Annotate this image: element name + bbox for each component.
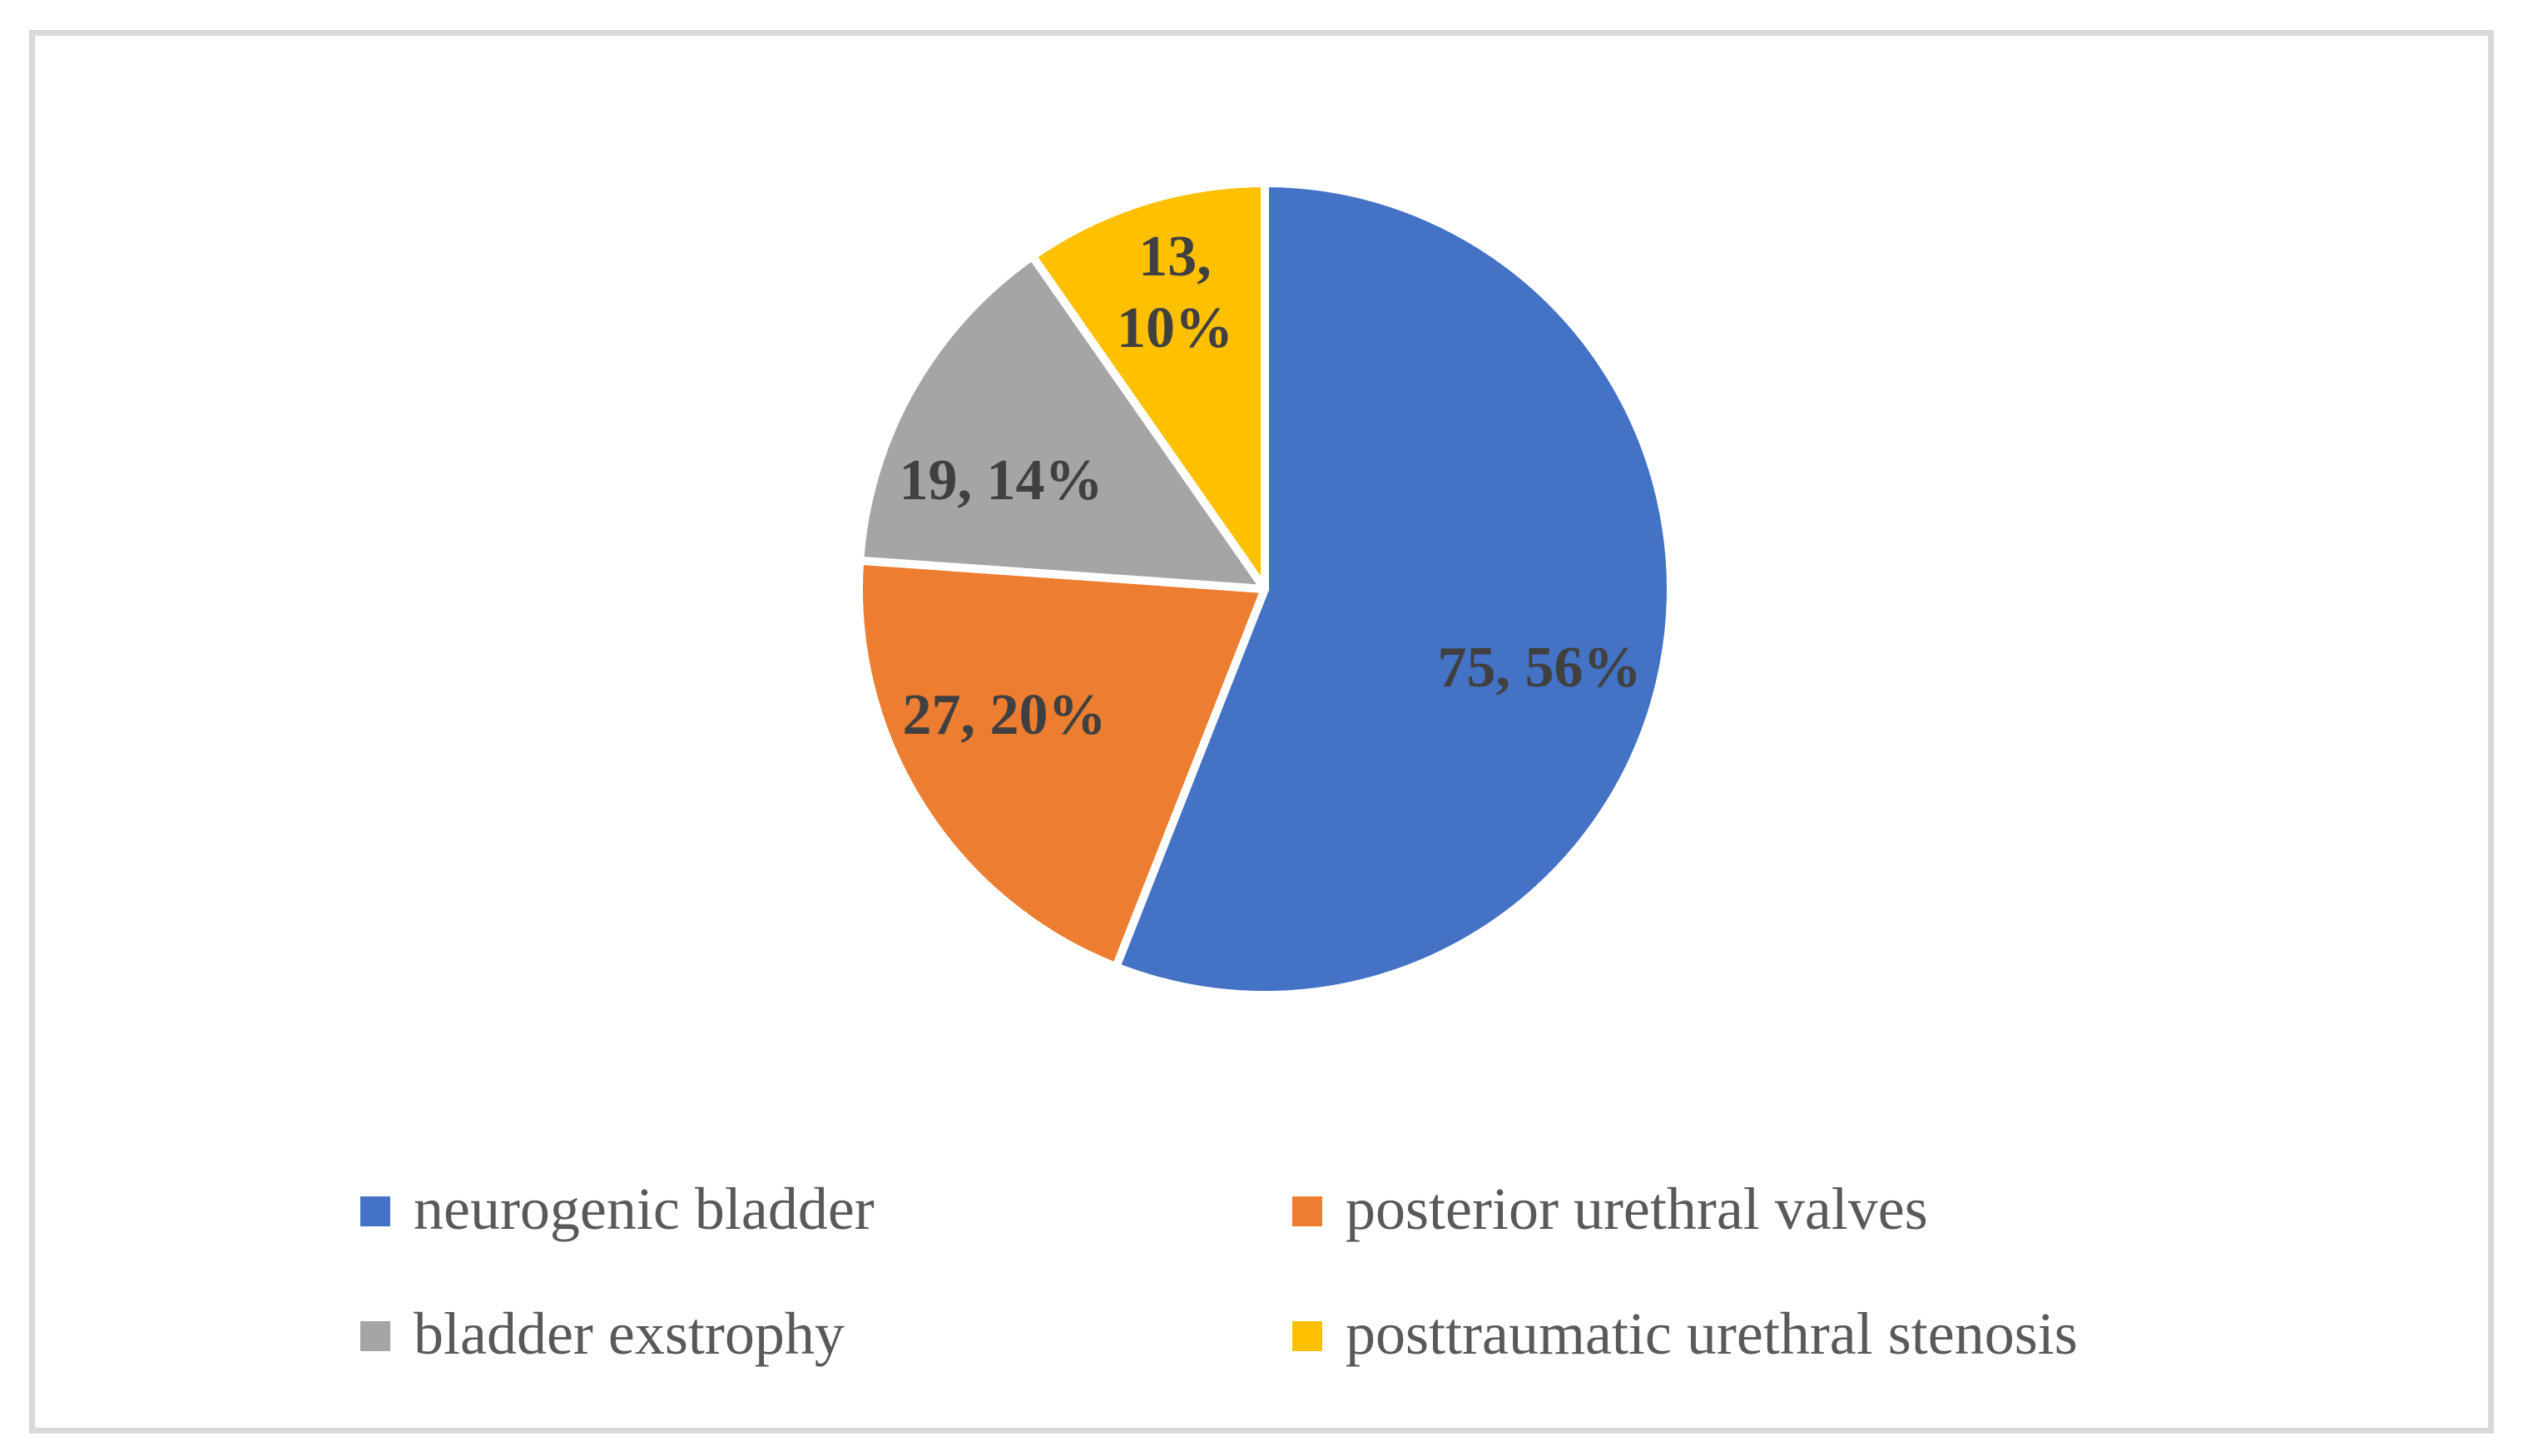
legend-swatch-icon [1292,1321,1322,1351]
pie-slice-label: 27, 20% [903,683,1107,747]
legend-swatch-icon [360,1321,390,1351]
legend-item-posterior-urethral-valves: posterior urethral valves [1292,1176,1928,1242]
pie-slice-bladder-exstrophy [855,251,1269,593]
legend-item-posttraumatic-urethral-stenosis: posttraumatic urethral stenosis [1292,1300,2078,1367]
pie-slice-neurogenic-bladder [1112,179,1675,999]
legend-item-neurogenic-bladder: neurogenic bladder [360,1176,875,1242]
legend-label: posttraumatic urethral stenosis [1346,1300,2078,1367]
legend-label: bladder exstrophy [414,1300,845,1367]
pie-slice-label: 13, 10% [1117,225,1233,360]
legend-item-bladder-exstrophy: bladder exstrophy [360,1300,845,1367]
pie-slice-label: 75, 56% [1438,636,1642,700]
legend-label: posterior urethral valves [1346,1176,1928,1242]
legend-label: neurogenic bladder [414,1176,875,1242]
legend-swatch-icon [360,1196,390,1226]
legend-swatch-icon [1292,1196,1322,1226]
pie-slice-posterior-urethral-valves [854,556,1269,972]
pie-slice-posttraumatic-urethral-stenosis [1028,179,1269,593]
pie-slice-label: 19, 14% [900,448,1103,513]
